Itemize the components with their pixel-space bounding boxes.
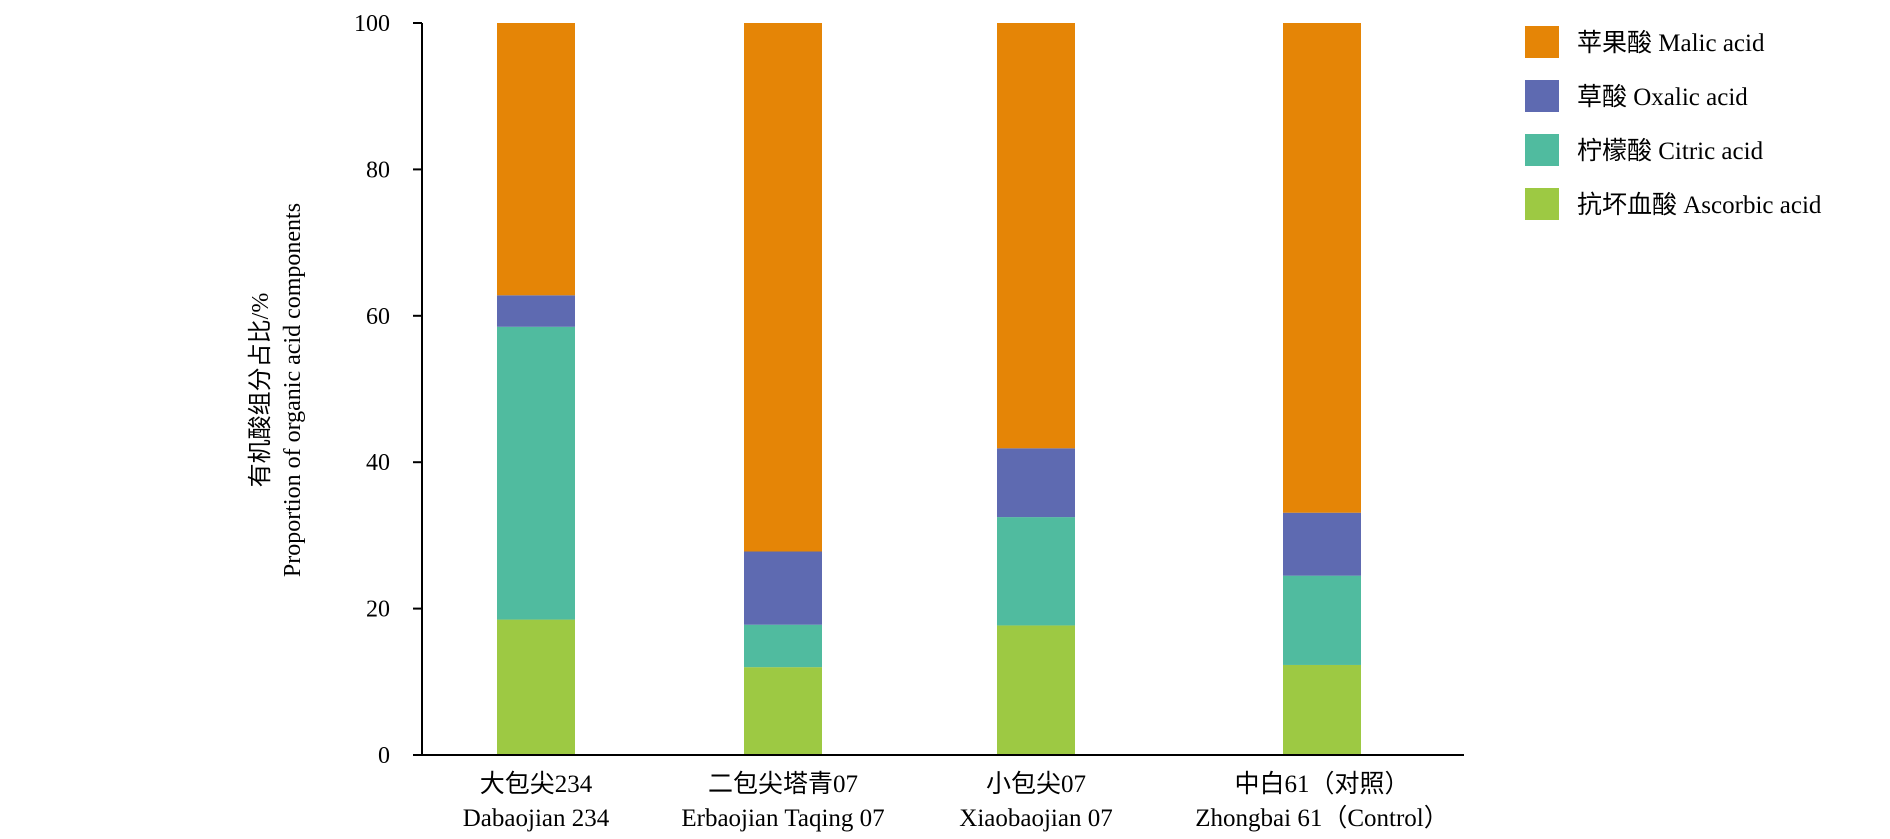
y-tick-label: 60 — [366, 304, 390, 330]
y-tick-label: 0 — [378, 743, 390, 769]
x-category-label-en: Zhongbai 61（Control） — [1195, 804, 1448, 832]
legend-label-3: 柠檬酸 Citric acid — [1577, 137, 1764, 165]
bars-group — [497, 23, 1361, 755]
y-axis: 0 20 40 60 80 100 — [354, 11, 423, 769]
y-tick-label: 100 — [354, 11, 390, 37]
y-tick-label: 80 — [366, 157, 390, 183]
legend-swatch-3 — [1525, 134, 1559, 166]
legend-swatch-1 — [1525, 26, 1559, 58]
x-category-label-zh: 大包尖234 — [480, 770, 593, 798]
bar-segment-2-1 — [744, 667, 822, 755]
bar-segment-4-4 — [1283, 23, 1361, 513]
legend-swatch-2 — [1525, 80, 1559, 112]
bar-segment-3-3 — [997, 448, 1075, 518]
x-category-label-en: Dabaojian 234 — [463, 805, 610, 832]
y-tick-label: 20 — [366, 597, 390, 623]
x-category-labels: 大包尖234 Dabaojian 234 二包尖塔青07 Erbaojian Taqi… — [463, 770, 1449, 832]
bar-segment-4-3 — [1283, 512, 1361, 576]
x-category-label-zh: 中白61（对照） — [1234, 770, 1409, 798]
x-category-label-en: Xiaobaojian 07 — [959, 805, 1112, 832]
x-category-label-en: Erbaojian Taqing 07 — [681, 805, 884, 832]
y-axis-title: 有机酸组分占比/% Proportion of organic acid com… — [247, 203, 306, 577]
y-ticks: 0 20 40 60 80 100 — [354, 11, 422, 769]
bar-segment-2-3 — [744, 551, 822, 625]
bar-segment-4-2 — [1283, 575, 1361, 665]
y-axis-title-zh: 有机酸组分占比/% — [247, 293, 274, 488]
bar-segment-1-3 — [497, 295, 575, 327]
x-category-label-zh: 二包尖塔青07 — [708, 770, 858, 798]
bar-segment-1-1 — [497, 619, 575, 755]
x-category-label-zh: 小包尖07 — [986, 770, 1086, 798]
legend-label-4: 抗坏血酸 Ascorbic acid — [1577, 191, 1822, 219]
bar-segment-2-2 — [744, 624, 822, 668]
bar-segment-1-2 — [497, 326, 575, 620]
bar-segment-2-4 — [744, 23, 822, 552]
y-axis-title-en: Proportion of organic acid components — [280, 203, 306, 577]
bar-segment-3-2 — [997, 517, 1075, 626]
legend-label-1: 苹果酸 Malic acid — [1577, 29, 1765, 57]
x-axis: 大包尖234 Dabaojian 234 二包尖塔青07 Erbaojian Taqi… — [422, 754, 1464, 832]
bar-segment-1-4 — [497, 23, 575, 296]
legend-label-2: 草酸 Oxalic acid — [1577, 83, 1748, 111]
y-tick-label: 40 — [366, 450, 390, 476]
legend: 苹果酸 Malic acid 草酸 Oxalic acid 柠檬酸 Citric a… — [1525, 26, 1822, 220]
bar-segment-3-1 — [997, 625, 1075, 755]
legend-swatch-4 — [1525, 188, 1559, 220]
bar-segment-4-1 — [1283, 664, 1361, 755]
bar-segment-3-4 — [997, 23, 1075, 449]
